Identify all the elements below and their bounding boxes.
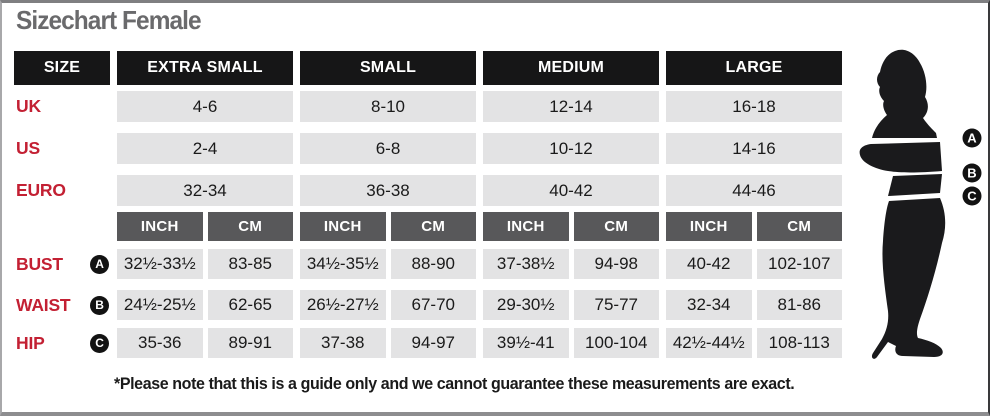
table-cell: 108-113 xyxy=(756,328,842,358)
marker-b-badge: B xyxy=(90,295,109,315)
column-header-size: SIZE xyxy=(14,51,110,85)
table-cell: 26½-27½ xyxy=(300,290,386,320)
column-header-cm: CM xyxy=(573,212,659,241)
table-cell: 89-91 xyxy=(207,328,293,358)
column-header-extra-small: EXTRA SMALL xyxy=(117,51,293,85)
table-cell: 32-34 xyxy=(117,175,293,206)
column-header-cm: CM xyxy=(207,212,293,241)
silhouette-bust-shape xyxy=(859,142,942,173)
row-label-uk: UK xyxy=(16,96,41,116)
table-cell: 102-107 xyxy=(756,249,842,279)
table-cell: 12-14 xyxy=(483,91,659,122)
column-header-medium: MEDIUM xyxy=(483,51,659,85)
table-cell: 40-42 xyxy=(666,249,752,279)
table-cell: 67-70 xyxy=(390,290,476,320)
row-label-waist-wrap: WAIST B xyxy=(14,290,110,320)
marker-c-letter: C xyxy=(967,189,977,204)
table-cell: 37-38 xyxy=(300,328,386,358)
table-cell: 39½-41 xyxy=(483,328,569,358)
table-row-waist: WAIST B 24½-25½ 62-65 26½-27½ 67-70 29-3… xyxy=(14,290,842,320)
figure-marker-b: B xyxy=(962,163,982,183)
table-cell: 94-98 xyxy=(573,249,659,279)
silhouette-legs-shape xyxy=(871,198,946,359)
column-header-inch: INCH xyxy=(483,212,569,241)
table-cell: 32½-33½ xyxy=(117,249,203,279)
row-label-bust-wrap: BUST A xyxy=(14,249,110,279)
page-title: Sizechart Female xyxy=(16,5,202,35)
column-header-cm: CM xyxy=(756,212,842,241)
table-cell: 16-18 xyxy=(666,91,842,122)
column-header-inch: INCH xyxy=(666,212,752,241)
marker-c-circle xyxy=(962,186,982,206)
table-cell: 100-104 xyxy=(573,328,659,358)
row-label-hip-wrap: HIP C xyxy=(14,328,110,358)
table-cell: 42½-44½ xyxy=(666,328,752,358)
table-cell: 62-65 xyxy=(207,290,293,320)
figure-marker-c: C xyxy=(962,186,982,206)
row-label-hip: HIP xyxy=(16,332,45,353)
table-cell: 24½-25½ xyxy=(117,290,203,320)
row-label-euro: EURO xyxy=(16,180,66,200)
unit-header-spacer xyxy=(14,212,110,241)
table-cell: 40-42 xyxy=(483,175,659,206)
size-header-row: SIZE EXTRA SMALL SMALL MEDIUM LARGE xyxy=(14,51,842,85)
table-row-uk: UK 4-6 8-10 12-14 16-18 xyxy=(14,91,842,122)
table-cell: 88-90 xyxy=(390,249,476,279)
table-cell: 14-16 xyxy=(666,133,842,164)
table-row-bust: BUST A 32½-33½ 83-85 34½-35½ 88-90 37-38… xyxy=(14,249,842,279)
footnote: *Please note that this is a guide only a… xyxy=(114,375,795,393)
unit-header-row: INCH CM INCH CM INCH CM INCH CM xyxy=(14,212,842,241)
table-row-hip: HIP C 35-36 89-91 37-38 94-97 39½-41 100… xyxy=(14,328,842,358)
silhouette-waist-shape xyxy=(888,174,942,196)
size-table: SIZE EXTRA SMALL SMALL MEDIUM LARGE UK 4… xyxy=(14,51,842,358)
table-cell: 94-97 xyxy=(390,328,476,358)
table-cell: 4-6 xyxy=(117,91,293,122)
row-label-waist: WAIST xyxy=(16,294,71,315)
table-cell: 44-46 xyxy=(666,175,842,206)
column-header-inch: INCH xyxy=(300,212,386,241)
row-label-bust: BUST xyxy=(16,253,63,274)
table-cell: 29-30½ xyxy=(483,290,569,320)
table-cell: 8-10 xyxy=(300,91,476,122)
column-header-cm: CM xyxy=(390,212,476,241)
marker-a-badge: A xyxy=(90,254,109,274)
table-cell: 10-12 xyxy=(483,133,659,164)
column-header-large: LARGE xyxy=(666,51,842,85)
table-cell: 34½-35½ xyxy=(300,249,386,279)
figure-marker-a: A xyxy=(962,128,982,148)
row-label-us: US xyxy=(16,138,40,158)
marker-c-badge: C xyxy=(90,333,109,353)
table-cell: 2-4 xyxy=(117,133,293,164)
table-row-us: US 2-4 6-8 10-12 14-16 xyxy=(14,133,842,164)
silhouette-head-shape xyxy=(872,49,937,139)
marker-a-letter: A xyxy=(967,131,977,146)
table-cell: 36-38 xyxy=(300,175,476,206)
marker-b-letter: B xyxy=(967,166,976,181)
table-cell: 35-36 xyxy=(117,328,203,358)
table-cell: 75-77 xyxy=(573,290,659,320)
table-cell: 37-38½ xyxy=(483,249,569,279)
table-row-euro: EURO 32-34 36-38 40-42 44-46 xyxy=(14,175,842,206)
marker-b-circle xyxy=(962,163,982,183)
table-cell: 32-34 xyxy=(666,290,752,320)
column-header-small: SMALL xyxy=(300,51,476,85)
female-silhouette: A B C xyxy=(859,49,982,359)
column-header-inch: INCH xyxy=(117,212,203,241)
marker-a-circle xyxy=(962,128,982,148)
table-cell: 83-85 xyxy=(207,249,293,279)
table-cell: 6-8 xyxy=(300,133,476,164)
table-cell: 81-86 xyxy=(756,290,842,320)
